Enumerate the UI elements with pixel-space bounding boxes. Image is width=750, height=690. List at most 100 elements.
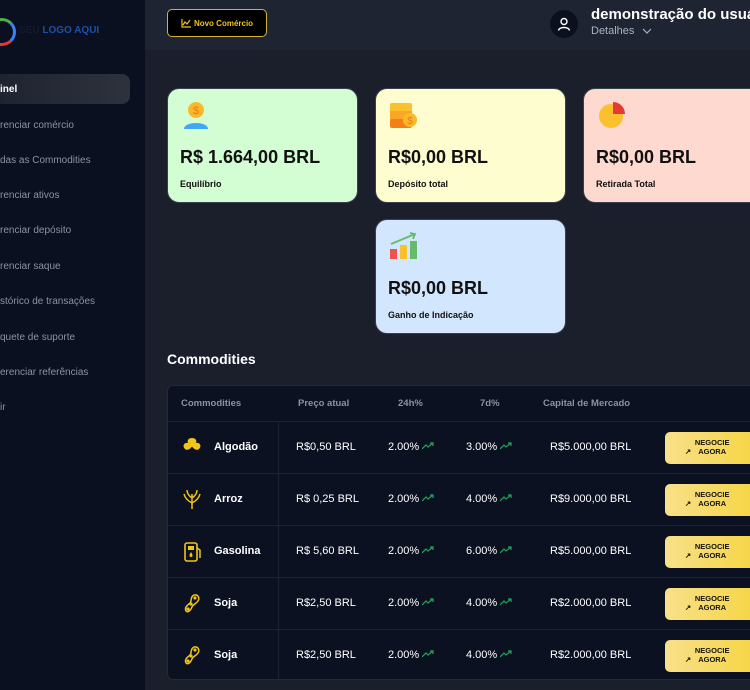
- price: R$0,50 BRL: [296, 441, 356, 453]
- commodities-title: Commodities: [167, 351, 256, 367]
- sidebar-item[interactable]: renciar comércio: [0, 110, 130, 140]
- change-24h-value: 2.00%: [388, 493, 420, 505]
- user-icon: [557, 17, 571, 31]
- commodity-name: Gasolina: [214, 545, 261, 557]
- logo-text-a: SEU: [19, 25, 40, 36]
- change-7d: 4.00%: [466, 649, 512, 661]
- table-row: Soja R$2,50 BRL 2.00% 4.00% R$2.000,00 B…: [168, 629, 750, 679]
- pie-chart-icon: [599, 102, 625, 128]
- change-7d: 3.00%: [466, 441, 512, 453]
- change-24h: 2.00%: [388, 545, 434, 557]
- sidebar-item-label: renciar comércio: [0, 119, 74, 131]
- change-7d-value: 6.00%: [466, 545, 498, 557]
- sidebar-item[interactable]: inel: [0, 74, 130, 104]
- change-24h: 2.00%: [388, 441, 434, 453]
- balance-label: Equilíbrio: [180, 179, 222, 189]
- balance-card: $ R$ 1.664,00 BRL Equilíbrio: [167, 88, 358, 203]
- trend-up-icon: [499, 442, 512, 450]
- commodity-name: Soja: [214, 597, 238, 609]
- trend-up-icon: [421, 494, 434, 502]
- trade-now-label: NEGOCIE AGORA: [694, 542, 730, 560]
- referral-card: R$0,00 BRL Ganho de Indicação: [375, 219, 566, 334]
- user-name: demonstração do usuári: [591, 6, 750, 23]
- change-7d-value: 4.00%: [466, 597, 498, 609]
- sidebar-item-label: quete de suporte: [0, 331, 76, 343]
- sidebar-item-label: inel: [0, 83, 18, 95]
- coins-icon: $: [390, 103, 417, 128]
- change-7d: 4.00%: [466, 493, 512, 505]
- chart-line-icon: [181, 18, 191, 28]
- sidebar-item[interactable]: erenciar referências: [0, 357, 130, 387]
- user-avatar[interactable]: [550, 10, 578, 38]
- balance-value: R$ 1.664,00 BRL: [180, 147, 321, 167]
- market-cap: R$5.000,00 BRL: [550, 441, 632, 453]
- market-cap: R$2.000,00 BRL: [550, 597, 632, 609]
- sidebar-item[interactable]: renciar ativos: [0, 180, 130, 210]
- trade-now-label: NEGOCIE AGORA: [694, 646, 730, 664]
- user-dollar-icon: $: [184, 102, 208, 129]
- change-24h-value: 2.00%: [388, 597, 420, 609]
- trend-up-icon: [499, 494, 512, 502]
- change-24h-value: 2.00%: [388, 649, 420, 661]
- sidebar-item[interactable]: stórico de transações: [0, 286, 130, 316]
- price: R$ 5,60 BRL: [296, 545, 359, 557]
- sidebar-item[interactable]: renciar depósito: [0, 215, 130, 245]
- soy-icon: [184, 594, 200, 613]
- table-row: Gasolina R$ 5,60 BRL 2.00% 6.00% R$5.000…: [168, 525, 750, 578]
- column-divider: [278, 422, 279, 474]
- referral-value: R$0,00 BRL: [388, 278, 489, 298]
- column-divider: [278, 474, 279, 526]
- rice-icon: [183, 489, 201, 509]
- header: Novo Comércio demonstração do usuári Det…: [145, 0, 750, 50]
- trend-up-icon: [499, 598, 512, 606]
- change-7d: 6.00%: [466, 545, 512, 557]
- trade-now-button[interactable]: ↗ NEGOCIE AGORA: [665, 484, 750, 516]
- sidebar-item-label: das as Commodities: [0, 154, 91, 166]
- trade-now-button[interactable]: ↗ NEGOCIE AGORA: [665, 588, 750, 620]
- sidebar-item[interactable]: ir: [0, 392, 130, 422]
- price: R$2,50 BRL: [296, 597, 356, 609]
- price: R$2,50 BRL: [296, 649, 356, 661]
- change-24h: 2.00%: [388, 649, 434, 661]
- trade-now-button[interactable]: ↗ NEGOCIE AGORA: [665, 432, 750, 464]
- table-row: Soja R$2,50 BRL 2.00% 4.00% R$2.000,00 B…: [168, 577, 750, 630]
- market-cap: R$5.000,00 BRL: [550, 545, 632, 557]
- details-dropdown[interactable]: Detalhes: [591, 25, 652, 37]
- sidebar-item[interactable]: quete de suporte: [0, 322, 130, 352]
- column-divider: [278, 578, 279, 630]
- withdrawal-card: R$0,00 BRL Retirada Total: [583, 88, 750, 203]
- trend-up-icon: [499, 650, 512, 658]
- trade-now-button[interactable]: ↗ NEGOCIE AGORA: [665, 640, 750, 672]
- sidebar-item[interactable]: das as Commodities: [0, 145, 130, 175]
- commodity-name: Soja: [214, 649, 238, 661]
- trade-now-label: NEGOCIE AGORA: [694, 490, 730, 508]
- col-header-commodity: Commodities: [181, 398, 242, 409]
- change-7d-value: 4.00%: [466, 649, 498, 661]
- sidebar-item-label: ir: [0, 401, 6, 413]
- trend-up-icon: [421, 650, 434, 658]
- market-cap: R$9.000,00 BRL: [550, 493, 632, 505]
- commodity-name: Arroz: [214, 493, 243, 505]
- sidebar: SEU LOGO AQUI inel renciar comércio das as…: [0, 0, 145, 690]
- sidebar-item-label: renciar depósito: [0, 224, 72, 236]
- change-24h: 2.00%: [388, 493, 434, 505]
- sidebar-item-label: renciar saque: [0, 260, 61, 272]
- sidebar-item[interactable]: renciar saque: [0, 251, 130, 281]
- table-row: Arroz R$ 0,25 BRL 2.00% 4.00% R$9.000,00…: [168, 473, 750, 526]
- deposit-card: $ R$0,00 BRL Depósito total: [375, 88, 566, 203]
- svg-text:$: $: [407, 116, 413, 127]
- withdrawal-value: R$0,00 BRL: [596, 147, 697, 167]
- trend-up-icon: [421, 442, 434, 450]
- logo-ring-icon: [0, 18, 16, 46]
- chevron-down-icon: [642, 28, 652, 34]
- trend-up-icon: [421, 598, 434, 606]
- svg-text:$: $: [193, 105, 199, 117]
- change-24h-value: 2.00%: [388, 545, 420, 557]
- commodities-table: Commodities Preço atual 24h% 7d% Capital…: [167, 385, 750, 680]
- referral-label: Ganho de Indicação: [388, 310, 474, 320]
- col-header-24h: 24h%: [398, 398, 423, 409]
- new-trade-label: Novo Comércio: [193, 18, 254, 28]
- trade-now-button[interactable]: ↗ NEGOCIE AGORA: [665, 536, 750, 568]
- change-7d: 4.00%: [466, 597, 512, 609]
- new-trade-button[interactable]: Novo Comércio: [167, 9, 267, 37]
